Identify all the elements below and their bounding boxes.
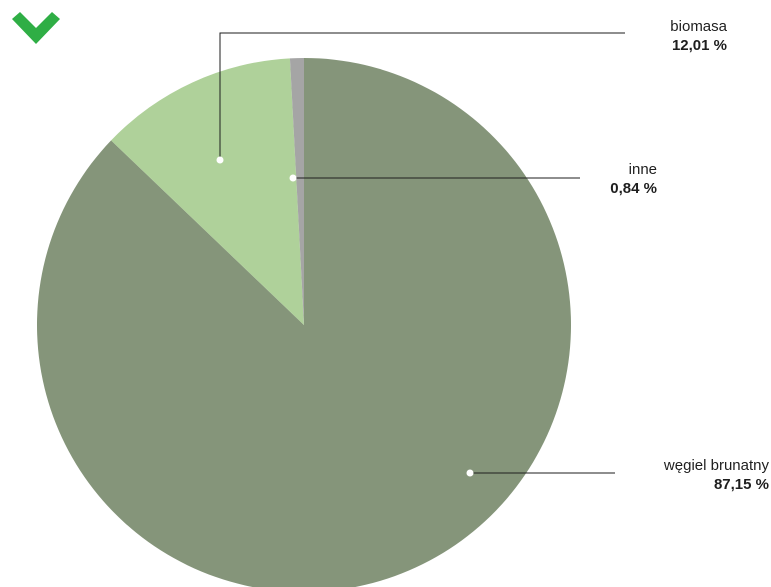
leader-dot-biomasa [216, 156, 224, 164]
leader-lines [216, 32, 625, 477]
leader-line-biomasa [219, 32, 625, 160]
pie-slice-biomasa [111, 58, 304, 325]
pie-slices [37, 58, 572, 587]
pie-slice-inne [289, 58, 304, 325]
label-biomasa-value: 12,01 % [671, 37, 727, 54]
label-inne-value: 0,84 % [610, 180, 657, 197]
green-checkmark-icon [12, 12, 60, 44]
label-biomasa: biomasa 12,01 % [670, 17, 727, 55]
leader-dot-inne [289, 174, 297, 182]
label-wegiel-brunatny-name: węgiel brunatny [663, 457, 769, 474]
pie-slice-wegiel-brunatny [37, 58, 572, 587]
label-wegiel-brunatny-value: 87,15 % [713, 476, 769, 493]
label-inne-name: inne [628, 161, 657, 178]
leader-dot-wegiel-brunatny [466, 469, 474, 477]
label-biomasa-name: biomasa [670, 18, 727, 35]
label-inne: inne 0,84 % [610, 160, 657, 198]
label-wegiel-brunatny: węgiel brunatny 87,15 % [664, 456, 769, 494]
